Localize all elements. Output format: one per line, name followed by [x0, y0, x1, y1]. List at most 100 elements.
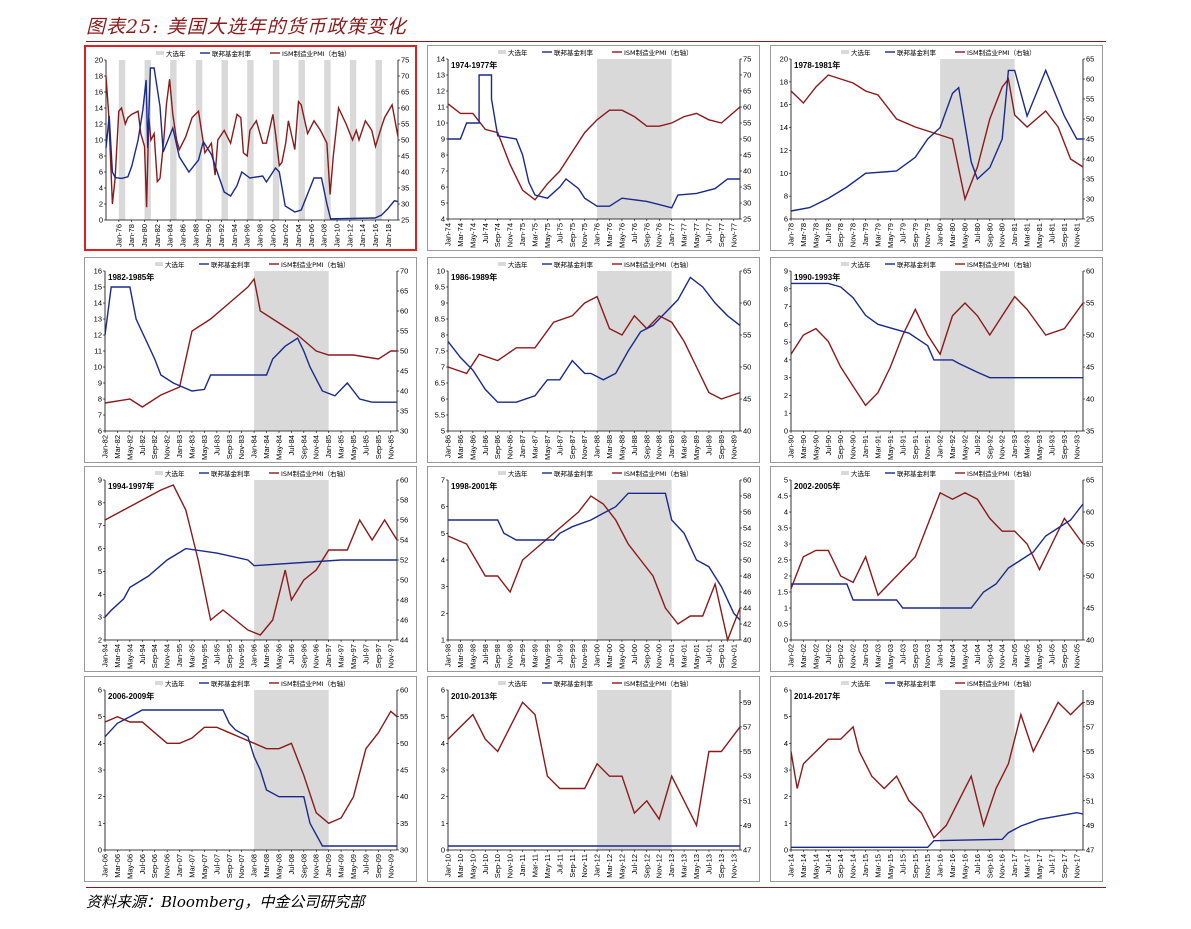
legend-label-pmi: ISM制造业PMI（右轴）	[281, 260, 350, 269]
y2-tick-label: 60	[401, 104, 409, 113]
x-tick-label: Jul-77	[704, 223, 713, 243]
legend-label-ffr: 联邦基金利率	[211, 679, 251, 688]
election-year-band	[195, 60, 203, 220]
x-tick-label: Jul-83	[212, 435, 221, 455]
x-tick-label: May-00	[617, 644, 626, 669]
y-tick-label: 7	[441, 167, 445, 176]
x-tick-label: Mar-14	[799, 854, 808, 878]
x-tick-label: Jul-81	[1047, 223, 1056, 243]
ffr-series-line	[104, 547, 397, 618]
pmi-series-line	[447, 295, 741, 400]
x-tick-label: May-16	[960, 854, 969, 879]
y-tick-label: 18	[780, 77, 788, 86]
x-tick-label: Jul-82	[138, 435, 147, 455]
x-tick-label: Jan-91	[861, 435, 870, 458]
election-year-band	[324, 60, 331, 220]
x-tick-label: Jan-83	[175, 435, 184, 458]
x-tick-label: May-77	[692, 223, 701, 248]
x-tick-label: Nov-76	[655, 223, 664, 247]
x-tick-label: Nov-04	[998, 644, 1007, 668]
x-tick-label: Mar-89	[680, 435, 689, 459]
x-tick-label: Jul-96	[287, 644, 296, 664]
x-tick-label: Jan-92	[217, 224, 226, 247]
y2-tick-label: 60	[400, 307, 408, 316]
period-label: 2014-2017年	[794, 691, 840, 701]
y-tick-label: 2	[98, 636, 102, 645]
y2-tick-label: 44	[400, 636, 408, 645]
y-tick-label: 10	[94, 363, 102, 372]
y-tick-label: 16	[95, 88, 103, 97]
x-tick-label: Nov-90	[849, 435, 858, 459]
x-tick-label: Mar-97	[337, 644, 346, 668]
x-tick-label: Jul-97	[361, 644, 370, 664]
chart-svg: 5 5.5 6 6.5 7 7.5 8 8.5 9 9.5 10 40 45 50 55 60 65 Jan-86…	[435, 260, 752, 460]
period-label: 1986-1989年	[451, 272, 497, 282]
y-tick-label: 9	[98, 476, 102, 485]
y-tick-label: 8	[441, 331, 445, 340]
pmi-series-line	[447, 103, 741, 201]
x-tick-label: Mar-75	[530, 223, 539, 247]
x-tick-label: May-82	[125, 435, 134, 460]
y2-tick-label: 48	[743, 572, 751, 581]
x-tick-label: Jul-94	[138, 644, 147, 664]
x-tick-label: Jul-05	[1047, 644, 1056, 664]
y2-tick-label: 60	[400, 476, 408, 485]
x-tick-label: Sep-02	[836, 644, 845, 668]
ffr-series-line	[104, 709, 397, 847]
y2-tick-label: 55	[743, 747, 751, 756]
x-tick-label: Sep-03	[911, 644, 920, 668]
x-tick-label: Sep-10	[493, 854, 502, 878]
x-tick-label: Sep-11	[568, 854, 577, 878]
y2-tick-label: 57	[1086, 722, 1094, 731]
x-tick-label: Nov-01	[729, 644, 738, 668]
x-tick-label: Sep-82	[150, 435, 159, 459]
x-tick-label: Sep-94	[150, 644, 159, 668]
y2-tick-label: 40	[400, 387, 408, 396]
legend: 大选年 联邦基金利率 ISM制造业PMI（右轴）	[841, 469, 1036, 478]
y2-tick-label: 40	[1086, 636, 1094, 645]
x-tick-label: May-15	[886, 854, 895, 879]
x-tick-label: Nov-91	[923, 435, 932, 459]
x-tick-label: Jan-75	[518, 223, 527, 246]
period-label: 2002-2005年	[794, 481, 840, 491]
y-tick-label: 6	[98, 686, 102, 695]
y2-tick-label: 58	[400, 496, 408, 505]
pmi-series-line	[104, 484, 398, 636]
x-tick-label: Mar-87	[530, 435, 539, 459]
x-tick-label: Nov-81	[1072, 223, 1081, 247]
y-tick-label: 12	[94, 331, 102, 340]
x-tick-label: May-04	[960, 644, 969, 669]
ffr-series-line	[790, 68, 1083, 212]
y2-tick-label: 65	[1086, 55, 1094, 64]
y-tick-label: 8	[99, 152, 103, 161]
x-tick-label: May-78	[811, 223, 820, 248]
legend: 大选年 联邦基金利率 ISM制造业PMI（右轴）	[155, 679, 350, 688]
y-tick-label: 14	[780, 123, 788, 132]
y-tick-label: 7	[784, 302, 788, 311]
y-tick-label: 5	[98, 567, 102, 576]
y-tick-label: 12	[95, 120, 103, 129]
y-tick-label: 4	[784, 355, 788, 364]
legend-label-ffr: 联邦基金利率	[554, 48, 594, 57]
legend-swatch-election	[155, 681, 163, 685]
y-tick-label: 6	[441, 395, 445, 404]
x-tick-label: Jan-96	[243, 224, 252, 247]
y-tick-label: 2	[99, 200, 103, 209]
x-tick-label: Jan-16	[936, 854, 945, 877]
legend: 大选年 联邦基金利率 ISM制造业PMI（右轴）	[498, 469, 693, 478]
x-tick-label: Mar-77	[680, 223, 689, 247]
x-tick-label: Jul-76	[630, 223, 639, 243]
x-tick-label: Mar-80	[948, 223, 957, 247]
y-tick-label: 0	[784, 846, 788, 855]
y-tick-label: 0	[99, 216, 103, 225]
pmi-series-line	[104, 710, 398, 825]
y2-tick-label: 45	[400, 766, 408, 775]
ffr-series-line	[448, 74, 740, 209]
election-year-band	[375, 60, 382, 220]
x-tick-label: May-17	[1035, 854, 1044, 879]
y-tick-label: 5	[784, 338, 788, 347]
x-tick-label: Sep-85	[374, 435, 383, 459]
y2-tick-label: 75	[743, 55, 751, 64]
legend: 大选年 联邦基金利率 ISM制造业PMI（右轴）	[498, 679, 693, 688]
y2-tick-label: 50	[743, 556, 751, 565]
